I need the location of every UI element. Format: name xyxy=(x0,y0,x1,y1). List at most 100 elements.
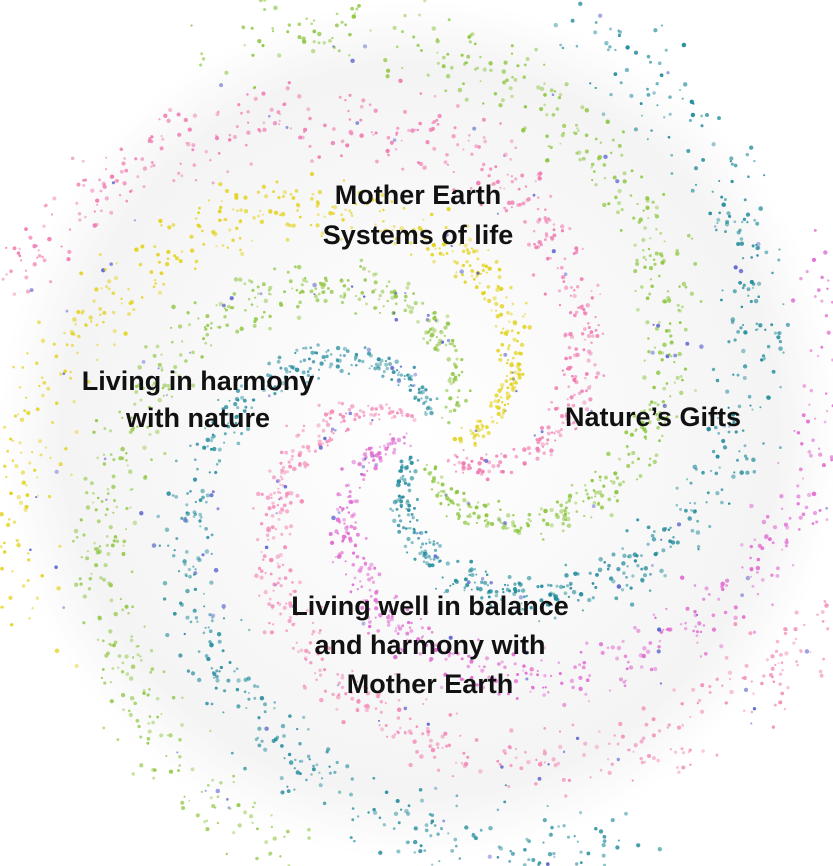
particle xyxy=(426,464,428,466)
particle xyxy=(317,377,320,380)
particle xyxy=(252,216,256,220)
particle xyxy=(139,763,143,767)
particle xyxy=(485,570,487,572)
particle xyxy=(502,408,506,412)
particle xyxy=(660,255,663,258)
particle xyxy=(78,218,81,221)
particle xyxy=(663,574,666,577)
particle xyxy=(397,379,401,383)
particle xyxy=(549,195,552,198)
particle xyxy=(409,731,412,734)
particle xyxy=(336,492,340,496)
particle xyxy=(363,44,367,48)
particle xyxy=(475,574,477,576)
particle xyxy=(468,514,472,518)
particle xyxy=(660,73,664,77)
particle xyxy=(455,470,457,472)
particle xyxy=(323,124,327,128)
particle xyxy=(338,682,341,685)
particle xyxy=(785,544,788,547)
particle xyxy=(379,446,381,448)
particle xyxy=(662,259,666,263)
particle xyxy=(210,322,213,325)
particle xyxy=(334,529,338,533)
particle xyxy=(437,62,440,65)
particle xyxy=(472,512,475,515)
particle xyxy=(277,602,279,604)
particle xyxy=(668,136,671,139)
particle xyxy=(434,549,437,552)
particle xyxy=(736,330,740,334)
particle xyxy=(340,421,342,423)
particle xyxy=(417,129,419,131)
particle xyxy=(459,735,461,737)
particle xyxy=(104,268,107,271)
particle xyxy=(177,769,180,772)
particle xyxy=(134,247,139,252)
particle xyxy=(443,325,447,329)
particle xyxy=(650,278,652,280)
particle xyxy=(585,134,589,138)
particle xyxy=(497,412,501,416)
particle xyxy=(543,674,546,677)
particle xyxy=(314,287,317,290)
particle xyxy=(378,851,382,855)
particle xyxy=(104,563,108,567)
particle xyxy=(334,429,337,432)
particle xyxy=(538,218,541,221)
particle xyxy=(550,88,554,92)
particle xyxy=(286,786,288,788)
particle xyxy=(510,95,513,98)
particle xyxy=(607,48,610,51)
particle xyxy=(110,453,113,456)
particle xyxy=(785,525,789,529)
particle xyxy=(742,429,745,432)
particle xyxy=(538,762,543,767)
particle xyxy=(738,450,740,452)
particle xyxy=(206,324,209,327)
particle xyxy=(113,329,117,333)
particle xyxy=(726,211,730,215)
particle xyxy=(733,616,737,620)
particle xyxy=(647,138,649,140)
particle xyxy=(291,455,294,458)
particle xyxy=(171,341,174,344)
particle xyxy=(512,377,515,380)
particle xyxy=(700,124,703,127)
particle xyxy=(251,27,254,30)
particle xyxy=(252,507,254,509)
particle xyxy=(809,454,813,458)
particle xyxy=(404,295,408,299)
particle xyxy=(681,379,684,382)
particle xyxy=(592,504,596,508)
particle xyxy=(280,790,284,794)
particle xyxy=(83,594,87,598)
particle xyxy=(280,451,284,455)
particle xyxy=(260,522,263,525)
particle xyxy=(649,589,652,592)
particle xyxy=(410,128,415,133)
particle xyxy=(626,667,629,670)
particle xyxy=(26,493,30,497)
particle xyxy=(411,541,414,544)
particle xyxy=(602,163,606,167)
particle xyxy=(406,432,408,434)
particle xyxy=(661,24,663,26)
particle xyxy=(319,446,323,450)
particle xyxy=(720,501,724,505)
particle xyxy=(453,171,455,173)
particle xyxy=(826,410,828,412)
particle xyxy=(85,491,88,494)
particle xyxy=(396,45,399,48)
particle xyxy=(599,476,602,479)
particle xyxy=(426,406,430,410)
particle xyxy=(319,698,324,703)
particle xyxy=(524,751,527,754)
particle xyxy=(432,26,437,31)
particle xyxy=(367,352,371,356)
particle xyxy=(136,719,140,723)
particle xyxy=(545,232,548,235)
particle xyxy=(547,432,551,436)
particle xyxy=(647,55,651,59)
particle xyxy=(627,661,630,664)
